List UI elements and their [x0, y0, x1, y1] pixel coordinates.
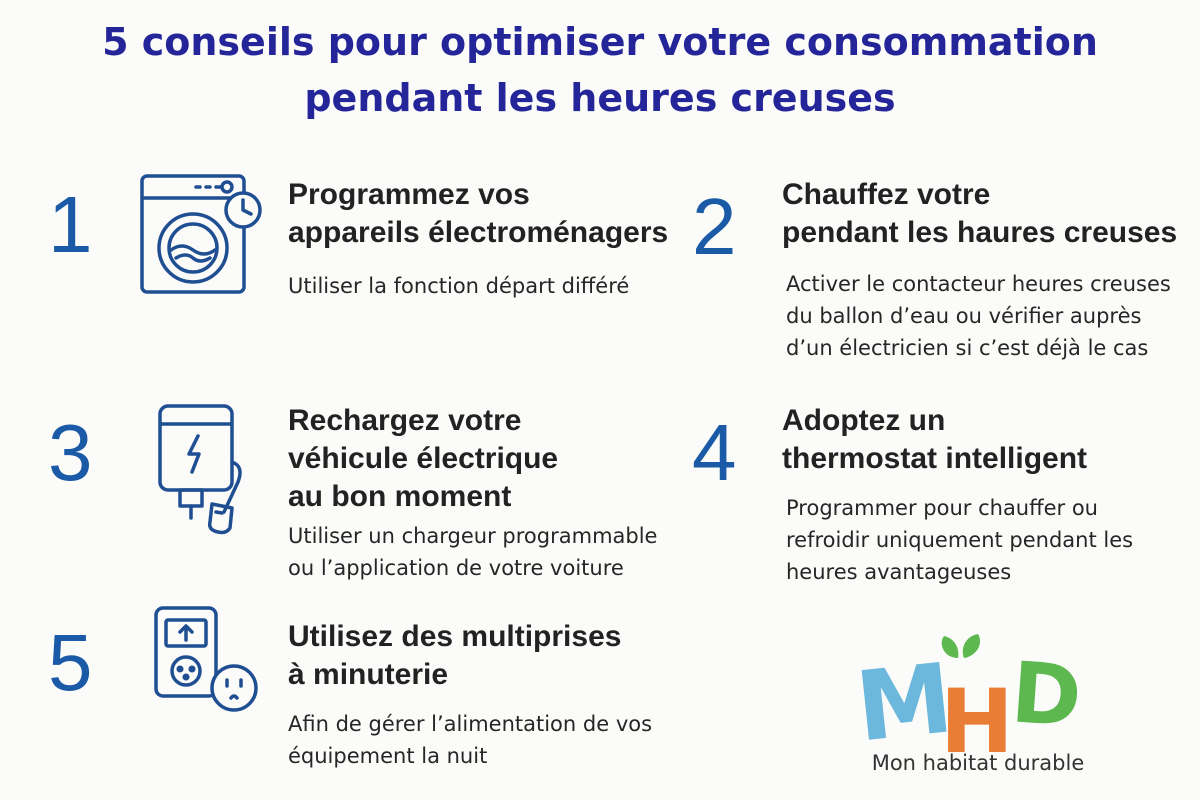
title-line-2: pendant les heures creuses [304, 76, 896, 120]
tip-description: Utiliser un chargeur programmable ou l’a… [288, 520, 657, 584]
logo-leaf-right [962, 634, 981, 658]
tip-heading-line: appareils électroménagers [288, 216, 669, 249]
tip-heading-line: Chauffez votre [782, 178, 991, 211]
tip-description-line: Afin de gérer l’alimentation de vos [288, 712, 653, 736]
logo-caption: Mon habitat durable [871, 751, 1085, 775]
tip-description-line: refroidir uniquement pendant les [786, 528, 1134, 552]
ev-charger-plug-icon [158, 404, 242, 535]
tip-heading: Programmez vos appareils électroménagers [288, 176, 668, 252]
mhd-logo: M H D [852, 634, 1085, 773]
tip-heading: Utilisez des multiprises à minuterie [288, 618, 621, 694]
tip-heading-line: Adoptez un [782, 404, 946, 437]
tip-number: 4 [692, 408, 737, 497]
washing-machine-clock-icon [140, 174, 262, 294]
tip-description-line: ou l’application de votre voiture [288, 556, 624, 580]
page-title: 5 conseils pour optimiser votre consomma… [0, 14, 1200, 126]
tip-description-line: Utiliser la fonction départ différé [288, 274, 630, 298]
tip-description: Programmer pour chauffer ou refroidir un… [786, 492, 1133, 588]
tip-heading-line: à minuterie [288, 658, 449, 691]
tip-number: 2 [692, 182, 737, 271]
tip-description: Utiliser la fonction départ différé [288, 270, 629, 302]
tip-number: 3 [48, 408, 93, 497]
tip-description-line: heures avantageuses [786, 560, 1012, 584]
logo-letter-h: H [940, 670, 1014, 773]
tip-description-line: d’un électricien si c’est déjà le cas [786, 336, 1149, 360]
tip-number: 1 [48, 180, 93, 269]
tip-heading-line: pendant les haures creuses [782, 216, 1178, 249]
tip-heading: Adoptez un thermostat intelligent [782, 402, 1087, 478]
tip-heading: Rechargez votre véhicule électrique au b… [288, 402, 558, 516]
tip-heading-line: véhicule électrique [288, 442, 559, 475]
tip-number: 5 [48, 618, 93, 707]
tip-heading-line: Rechargez votre [288, 404, 522, 437]
logo-letter-d: D [1008, 643, 1084, 746]
tip-heading-line: Utilisez des multiprises [288, 620, 622, 653]
tip-description: Activer le contacteur heures creuses du … [786, 268, 1171, 364]
tip-description-line: du ballon d’eau ou vérifier auprès [786, 304, 1142, 328]
logo-leaf-left [941, 636, 959, 658]
tip-description-line: Programmer pour chauffer ou [786, 496, 1098, 520]
tip-heading: Chauffez votre pendant les haures creuse… [782, 176, 1177, 252]
timer-power-strip-icon [154, 606, 258, 712]
tip-description-line: équipement la nuit [288, 744, 488, 768]
tip-description-line: Utiliser un chargeur programmable [288, 524, 658, 548]
title-line-1: 5 conseils pour optimiser votre consomma… [102, 20, 1098, 64]
tip-heading-line: Programmez vos [288, 178, 530, 211]
tip-heading-line: au bon moment [288, 480, 512, 513]
logo-letter-m: M [852, 642, 958, 763]
tip-heading-line: thermostat intelligent [782, 442, 1088, 475]
tip-description: Afin de gérer l’alimentation de vos équi… [288, 708, 652, 772]
tip-description-line: Activer le contacteur heures creuses [786, 272, 1171, 296]
